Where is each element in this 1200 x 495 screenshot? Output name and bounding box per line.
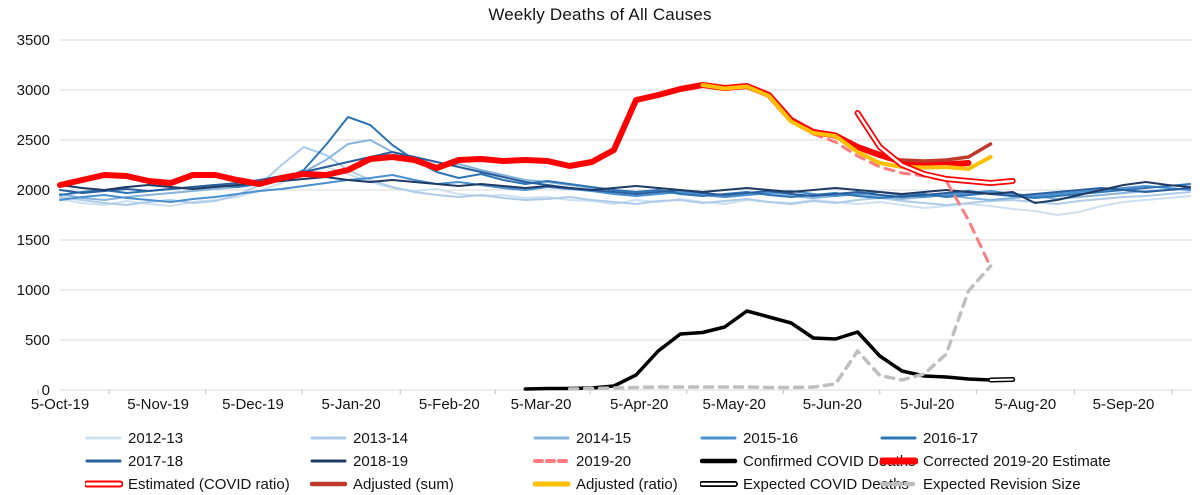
- y-tick-label: 500: [25, 332, 50, 349]
- y-tick-label: 2000: [17, 182, 50, 199]
- legend-item-2019-20: 2019-20: [533, 450, 700, 472]
- series-line-2013-14: [59, 146, 1191, 206]
- legend-label: Expected COVID Deaths: [743, 475, 909, 493]
- x-tick-label: 5-Jan-20: [322, 396, 381, 413]
- legend-label: 2019-20: [576, 452, 632, 470]
- legend-item-adjusted-sum: Adjusted (sum): [310, 473, 533, 495]
- legend-label: Adjusted (sum): [353, 475, 454, 493]
- chart-title: Weekly Deaths of All Causes: [488, 5, 712, 24]
- legend-label: Adjusted (ratio): [576, 475, 678, 493]
- x-tick-label: 5-Oct-19: [31, 396, 89, 413]
- series-line-2019-20: [811, 132, 993, 269]
- series-line-confirmed-covid-deaths: [523, 309, 993, 391]
- legend-item-2017-18: 2017-18: [85, 450, 310, 472]
- series-line-expected-revision-size: [567, 264, 993, 391]
- legend-item-2012-13: 2012-13: [85, 427, 310, 449]
- legend-item-expected-covid-deaths: Expected COVID Deaths: [700, 473, 909, 495]
- y-tick-label: 2500: [17, 132, 50, 149]
- legend-label: 2017-18: [128, 452, 184, 470]
- legend-item-expected-revision-size: Expected Revision Size: [880, 473, 1200, 495]
- legend-label: Expected Revision Size: [923, 475, 1081, 493]
- y-tick-label: 1500: [17, 232, 50, 249]
- legend-item-2013-14: 2013-14: [310, 427, 533, 449]
- x-tick-label: 5-Apr-20: [610, 396, 668, 413]
- legend-label: 2015-16: [743, 429, 799, 447]
- x-tick-label: 5-Sep-20: [1093, 396, 1155, 413]
- legend-label: 2012-13: [128, 429, 184, 447]
- legend-label: 2013-14: [353, 429, 409, 447]
- x-tick-label: 5-Dec-19: [222, 396, 284, 413]
- legend-label: 2014-15: [576, 429, 632, 447]
- y-tick-label: 3500: [17, 32, 50, 49]
- legend-label: 2016-17: [923, 429, 979, 447]
- legend-item-2014-15: 2014-15: [533, 427, 700, 449]
- 2016-17-swatch: [880, 436, 917, 440]
- x-tick-label: 5-Nov-19: [127, 396, 189, 413]
- 2013-14-swatch: [310, 436, 347, 440]
- legend-label: Corrected 2019-20 Estimate: [923, 452, 1111, 470]
- legend-label: 2018-19: [353, 452, 409, 470]
- 2012-13-swatch: [85, 436, 122, 440]
- legend-item-2018-19: 2018-19: [310, 450, 533, 472]
- legend-item-adjusted-ratio: Adjusted (ratio): [533, 473, 700, 495]
- 2019-20-swatch: [533, 459, 570, 463]
- expected-revision-size-swatch: [880, 481, 918, 487]
- x-tick-label: 5-Jun-20: [803, 396, 862, 413]
- 2015-16-swatch: [700, 436, 737, 440]
- legend-item-confirmed-covid-deaths: Confirmed COVID Deaths: [700, 450, 916, 472]
- estimated-covid-ratio-swatch: [85, 480, 123, 488]
- legend-item-corrected-2019-20-estimate: Corrected 2019-20 Estimate: [880, 450, 1200, 472]
- plot-area: 0 500 1000 1500 2000 2500 3000 3500 5-Oct-19 5-No…: [17, 32, 1192, 413]
- legend-item-2015-16: 2015-16: [700, 427, 880, 449]
- legend-label: Confirmed COVID Deaths: [743, 452, 916, 470]
- x-tick-label: 5-Aug-20: [995, 396, 1057, 413]
- series-line-estimated-covid-ratio: [856, 111, 1014, 185]
- series-line-adjusted-ratio: [700, 83, 993, 171]
- 2018-19-swatch: [310, 459, 347, 463]
- confirmed-covid-deaths-swatch: [700, 458, 738, 464]
- expected-covid-deaths-swatch: [700, 481, 738, 487]
- series-line-adjusted-sum: [900, 142, 993, 163]
- legend-label: Estimated (COVID ratio): [128, 475, 290, 493]
- 2017-18-swatch: [85, 459, 122, 463]
- chart-legend: 2012-13 2013-14 2014-15 2015-16 2016-17 2017-…: [0, 421, 1200, 495]
- x-tick-label: 5-Mar-20: [511, 396, 572, 413]
- series-line-expected-covid-deaths: [989, 378, 1014, 381]
- legend-item-2016-17: 2016-17: [880, 427, 1200, 449]
- 2014-15-swatch: [533, 436, 570, 440]
- x-tick-label: 5-Feb-20: [419, 396, 480, 413]
- y-tick-label: 0: [42, 382, 50, 399]
- adjusted-sum-swatch: [310, 481, 348, 487]
- adjusted-ratio-swatch: [533, 481, 571, 487]
- legend-item-estimated-covid-ratio: Estimated (COVID ratio): [85, 473, 310, 495]
- x-tick-label: 5-Jul-20: [900, 396, 954, 413]
- corrected-2019-20-estimate-swatch: [880, 457, 918, 465]
- x-tick-label: 5-May-20: [703, 396, 766, 413]
- y-tick-label: 1000: [17, 282, 50, 299]
- y-tick-label: 3000: [17, 82, 50, 99]
